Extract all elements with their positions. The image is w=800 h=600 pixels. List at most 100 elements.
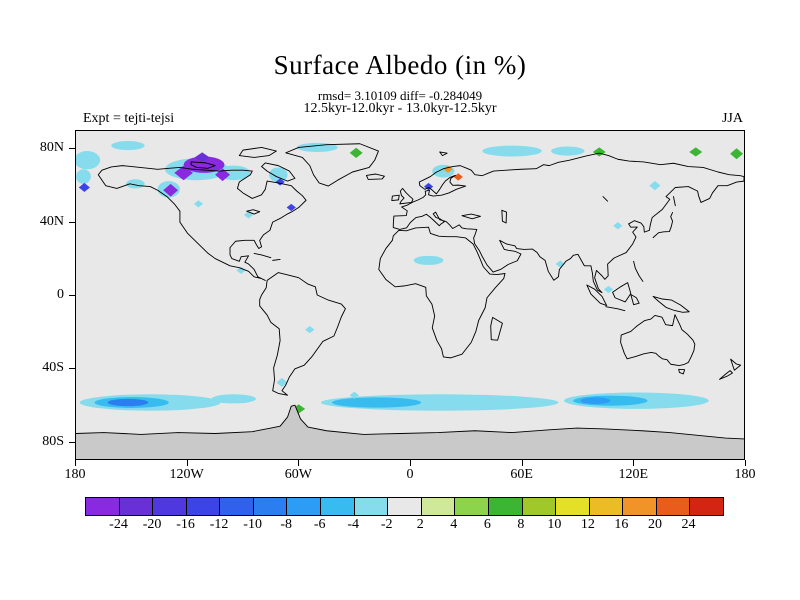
colorbar-tick-label: -2 <box>380 517 393 532</box>
anomaly-patch <box>76 169 91 184</box>
coastline-great-britain <box>399 187 414 205</box>
anomaly-patch <box>194 152 210 163</box>
colorbar-segment <box>556 498 590 515</box>
lon-tick <box>745 460 746 466</box>
coastline-baffin-island <box>261 162 296 182</box>
colorbar-tick-label: 24 <box>681 517 696 532</box>
colorbar-segment <box>119 498 154 515</box>
coastline-ellesmere <box>238 146 277 158</box>
anomaly-patch <box>183 156 225 173</box>
colorbar-segment <box>354 498 389 515</box>
lat-tick-label: 80N <box>39 140 64 156</box>
coastline-sakhalin <box>673 196 676 207</box>
lat-tick <box>69 368 75 370</box>
coastline-victoria-island <box>190 161 216 169</box>
lake-great-lakes <box>246 209 261 215</box>
coastline-new-zealand-south <box>719 370 733 380</box>
anomaly-patch <box>332 397 422 408</box>
lat-tick-label: 40N <box>39 213 64 229</box>
coastline-cuba <box>253 252 272 259</box>
lat-tick <box>69 148 75 150</box>
anomaly-patch <box>163 183 179 197</box>
coastline-philippines <box>633 260 644 282</box>
world-map <box>76 131 744 459</box>
anomaly-patch <box>423 182 434 191</box>
colorbar-tick-label: 2 <box>416 517 424 532</box>
anomaly-patch <box>305 325 315 334</box>
plot-title: Surface Albedo (in %) <box>273 50 527 80</box>
colorbar-tick-label: -10 <box>243 517 262 532</box>
coastline-eurasia <box>392 152 744 294</box>
anomaly-patch <box>211 394 256 404</box>
antarctica-fill <box>76 405 744 459</box>
lon-tick <box>298 460 300 466</box>
coastlines <box>76 143 744 440</box>
lon-tick-label: 120E <box>618 467 649 482</box>
anomaly-patch <box>275 178 285 186</box>
lat-tick <box>69 441 75 443</box>
coastline-tasmania <box>678 368 686 375</box>
colorbar-tick-label: -6 <box>313 517 326 532</box>
colorbar-segment <box>220 498 254 515</box>
colorbar-segment <box>589 498 624 515</box>
colorbar-segment <box>153 498 187 515</box>
colorbar-segment <box>388 498 422 515</box>
colorbar-segment <box>186 498 221 515</box>
coastline-ireland <box>391 194 400 202</box>
lon-tick-label: 60W <box>284 467 312 482</box>
lon-tick-label: 120W <box>169 467 204 482</box>
anomaly-patch <box>107 398 149 407</box>
coastline-new-zealand-north <box>730 358 742 371</box>
colorbar-tick-label: -12 <box>209 517 229 532</box>
colorbar-segment <box>86 498 120 515</box>
coastline-hispaniola <box>272 259 281 261</box>
anomaly-patch <box>78 182 90 193</box>
latitude-axis: 80N 40N 0 40S 80S <box>0 130 75 460</box>
anomaly-patch <box>193 200 204 208</box>
coastline-north-america <box>97 165 307 281</box>
coastline-south-america <box>259 272 346 396</box>
colorbar-tick-label: 12 <box>580 517 595 532</box>
coastline-sumatra <box>586 284 608 307</box>
coastline-madagascar <box>490 316 503 341</box>
colorbar-segment <box>488 498 523 515</box>
lat-tick-label: 80S <box>42 433 64 449</box>
anomaly-patch <box>413 255 444 265</box>
colorbar-segment <box>421 498 456 515</box>
longitude-axis: 180 120W 60W 0 60E 120E 180 <box>65 460 756 486</box>
colorbar-segment <box>656 498 691 515</box>
anomaly-patch <box>76 151 101 170</box>
lon-tick <box>410 460 411 466</box>
anomaly-patch <box>580 397 611 404</box>
lake-black-sea <box>461 213 481 220</box>
coastline-sulawesi <box>630 293 640 306</box>
anomaly-patch <box>268 167 288 183</box>
lake-caspian-sea <box>501 209 507 224</box>
anomaly-patch <box>111 141 145 151</box>
colorbar-segment <box>253 498 288 515</box>
anomaly-patch <box>730 148 744 160</box>
anomaly-patch <box>349 391 359 399</box>
anomaly-patch <box>603 285 614 294</box>
coastline-iceland <box>365 173 385 180</box>
lon-tick-label: 180 <box>64 467 86 482</box>
coastline-svalbard <box>439 151 448 157</box>
lat-tick <box>69 221 75 223</box>
coastline-java <box>605 306 626 312</box>
coastline-africa <box>378 226 506 359</box>
colorbar <box>85 497 724 516</box>
colorbar-tick-label: 6 <box>483 517 491 532</box>
season-label: JJA <box>721 111 743 126</box>
lat-tick <box>69 295 75 296</box>
anomaly-patch <box>349 147 363 158</box>
colorbar-tick-label: -8 <box>280 517 292 532</box>
colorbar-tick-label: 20 <box>647 517 662 532</box>
coastline-greenland <box>285 143 379 187</box>
lat-tick-label: 0 <box>57 287 64 302</box>
stats-line: rmsd= 3.10109 diff= -0.284049 <box>317 88 483 103</box>
coastline-japan <box>652 211 674 239</box>
coastline-antarctica <box>76 404 744 440</box>
colorbar-segment <box>455 498 489 515</box>
colorbar-segment <box>287 498 322 515</box>
anomaly-patch <box>613 222 623 230</box>
